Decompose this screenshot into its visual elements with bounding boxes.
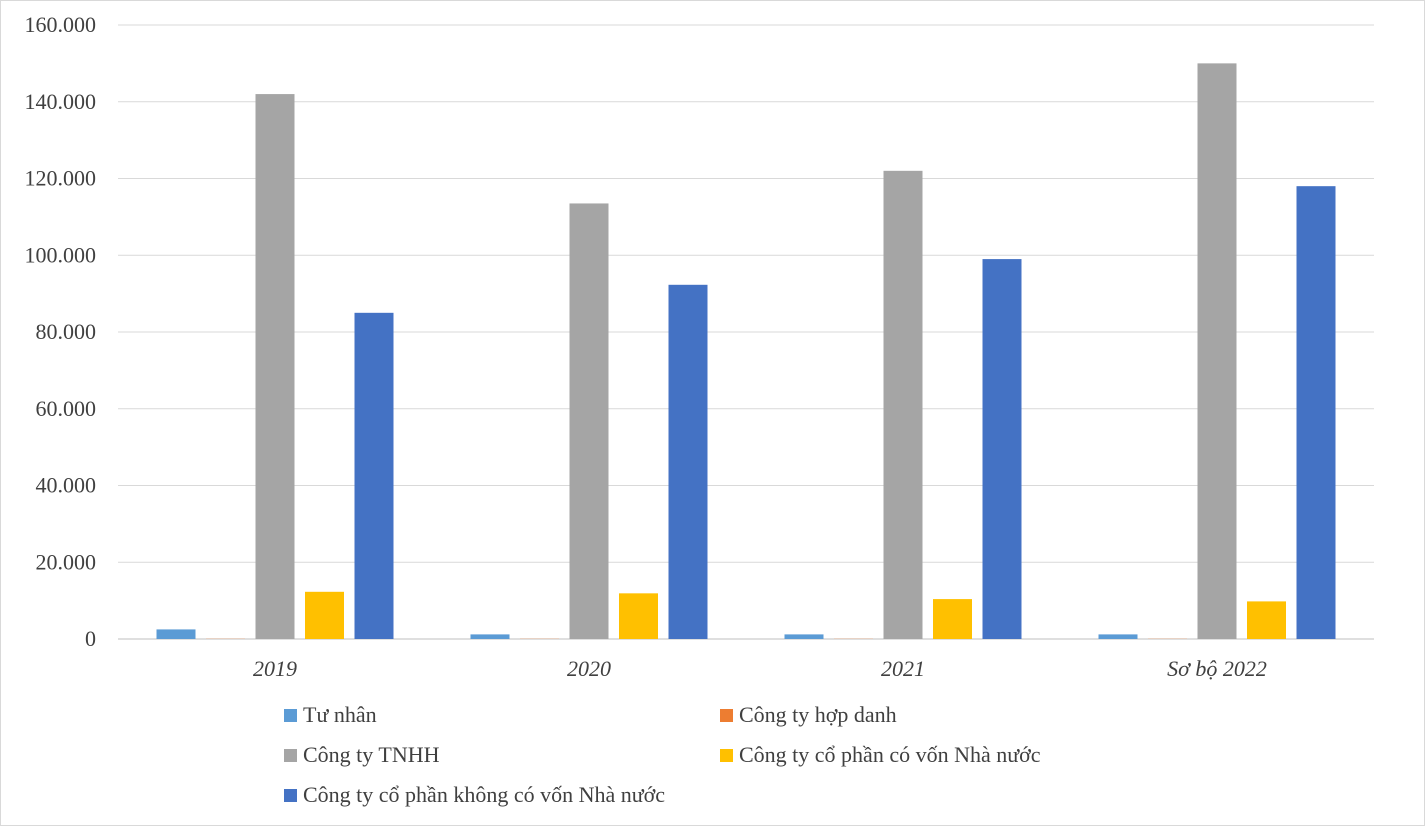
bar [1098,634,1138,639]
x-tick-label: 2019 [253,656,297,681]
y-tick-label: 100.000 [25,242,97,267]
legend-swatch [720,708,733,722]
bar [933,599,972,639]
bar [305,591,344,639]
bar [156,629,196,639]
y-tick-label: 20.000 [36,549,97,574]
bar [1247,601,1286,639]
legend-item: Công ty cổ phần có vốn Nhà nước [720,742,1041,768]
bar [255,94,295,639]
bar [784,634,824,639]
legend-label: Công ty cổ phần có vốn Nhà nước [739,742,1041,767]
legend-label: Công ty cổ phần không có vốn Nhà nước [303,782,666,807]
bar [569,203,609,639]
y-tick-label: 160.000 [25,12,97,37]
gridlines [118,24,1374,640]
y-axis-ticks: 0 20.000 40.000 60.000 80.000 100.000 120.000 1… [25,12,97,651]
x-tick-label: 2021 [881,656,925,681]
bar [1197,63,1237,639]
y-tick-label: 40.000 [36,473,97,498]
bar [668,284,708,639]
legend-item: Công ty TNHH [284,742,440,768]
x-tick-label: Sơ bộ 2022 [1167,656,1267,681]
bar [1296,186,1336,640]
bar [883,170,923,639]
y-tick-label: 0 [85,626,96,651]
y-tick-label: 120.000 [25,166,97,191]
bars [156,63,1336,640]
legend-swatch [284,788,297,802]
y-tick-label: 60.000 [36,396,97,421]
legend-label: Tư nhân [303,702,377,727]
x-tick-label: 2020 [567,656,611,681]
legend-item: Công ty cổ phần không có vốn Nhà nước [284,782,665,808]
legend-label: Công ty TNHH [303,742,440,767]
legend-item: Công ty hợp danh [720,702,897,728]
legend-swatch [284,748,297,762]
bar [619,593,658,639]
legend-swatch [284,708,297,722]
x-axis-ticks: 2019 2020 2021 Sơ bộ 2022 [253,656,1267,681]
bar [982,259,1022,639]
legend-label: Công ty hợp danh [739,702,897,727]
y-tick-label: 140.000 [25,89,97,114]
legend-swatch [720,748,733,762]
legend-item: Tư nhân [284,702,377,728]
bar [470,634,510,639]
y-tick-label: 80.000 [36,319,97,344]
bar [354,312,394,639]
